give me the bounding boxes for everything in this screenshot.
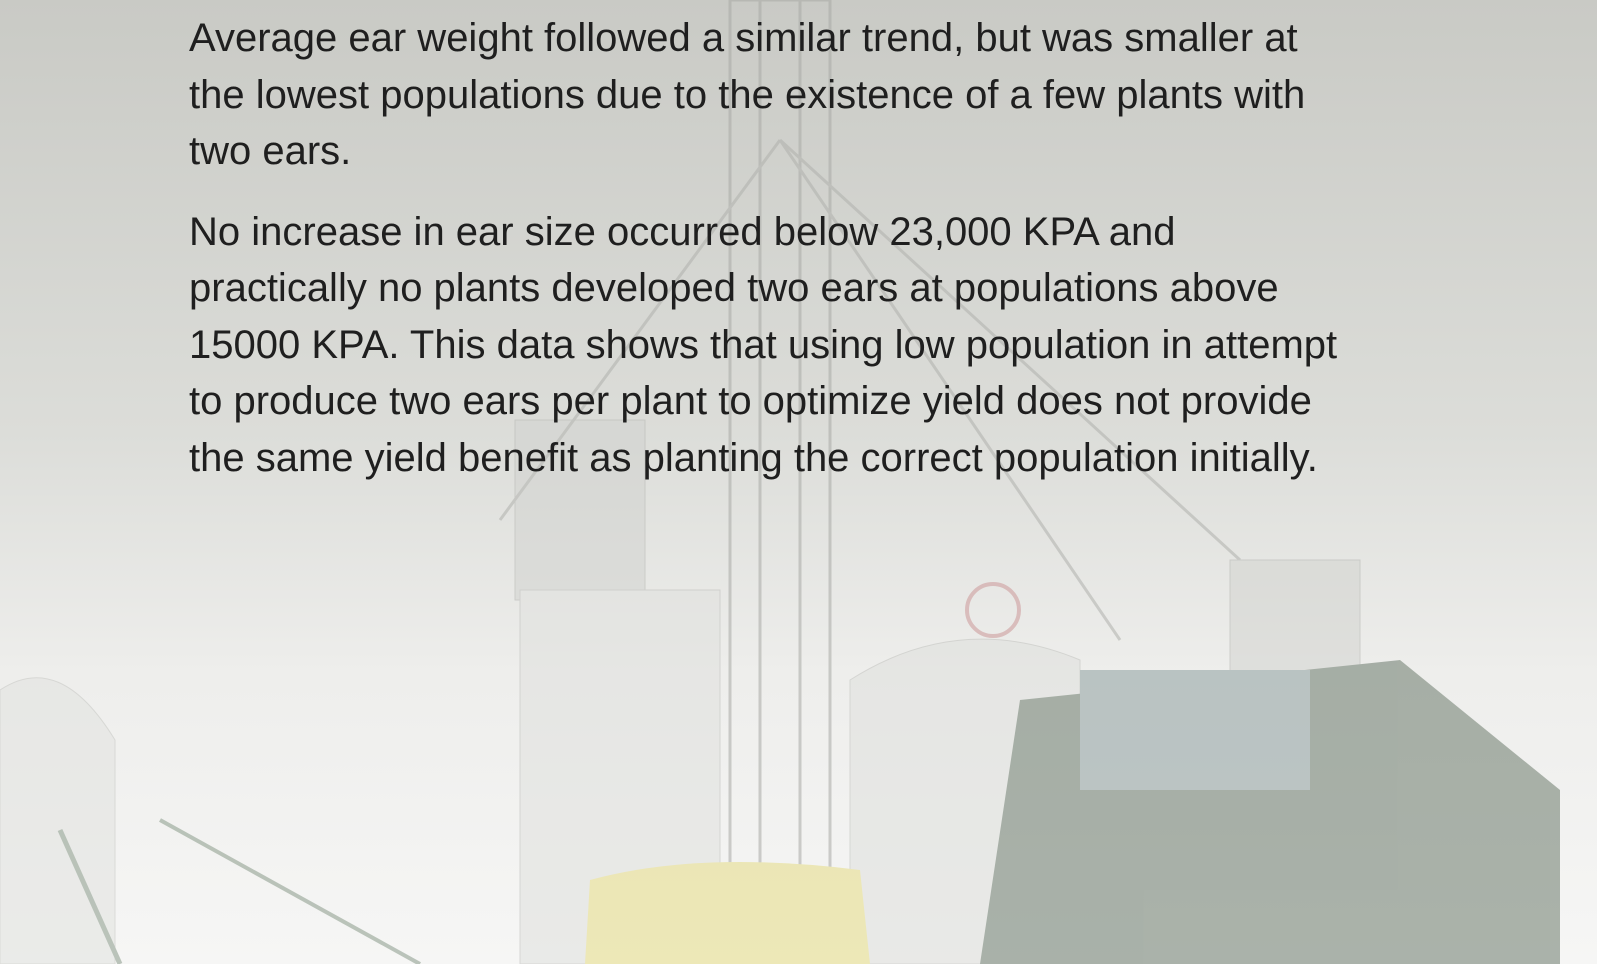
text-line: practically no plants developed two ears… xyxy=(189,260,1337,317)
paragraph: Average ear weight followed a similar tr… xyxy=(189,10,1337,180)
page: Average ear weight followed a similar tr… xyxy=(0,0,1597,964)
text-line: the lowest populations due to the existe… xyxy=(189,67,1337,124)
text-line: Average ear weight followed a similar tr… xyxy=(189,10,1337,67)
text-line: No increase in ear size occurred below 2… xyxy=(189,204,1337,261)
text-line: to produce two ears per plant to optimiz… xyxy=(189,373,1337,430)
text-line: two ears. xyxy=(189,123,1337,180)
paragraph: No increase in ear size occurred below 2… xyxy=(189,204,1337,487)
text-line: the same yield benefit as planting the c… xyxy=(189,430,1337,487)
text-line: 15000 KPA. This data shows that using lo… xyxy=(189,317,1337,374)
body-text: Average ear weight followed a similar tr… xyxy=(189,10,1337,510)
